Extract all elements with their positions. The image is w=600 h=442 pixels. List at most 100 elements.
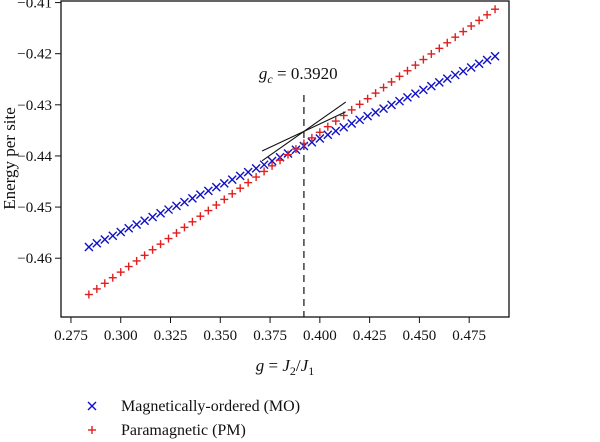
x-tick-label: 0.350 [203, 328, 237, 344]
mo-point [243, 167, 253, 177]
x-tick-label: 0.400 [303, 328, 337, 344]
mo-point [442, 74, 452, 84]
pm-point [156, 240, 165, 249]
mo-point [140, 216, 150, 226]
critical-label: gc = 0.3920 [259, 64, 338, 86]
pm-point [395, 72, 404, 81]
pm-point [268, 161, 277, 170]
mo-point [187, 193, 197, 203]
pm-point [188, 217, 197, 226]
mo-point [315, 134, 325, 144]
mo-point [371, 107, 381, 117]
y-tick-label: −0.44 [17, 149, 52, 165]
pm-point [459, 27, 468, 36]
mo-point [203, 186, 213, 196]
pm-point [100, 279, 109, 288]
legend-item-pm: Paramagnetic (PM) [88, 422, 246, 439]
pm-point [228, 189, 237, 198]
mo-point [450, 70, 460, 80]
pm-point [323, 122, 332, 131]
fit-line [261, 101, 347, 162]
y-tick-label: −0.46 [17, 251, 52, 267]
pm-point [331, 117, 340, 126]
pm-point [299, 139, 308, 148]
mo-point [379, 104, 389, 114]
x-tick-label: 0.450 [403, 328, 437, 344]
mo-point [251, 163, 261, 173]
mo-point [156, 208, 166, 218]
pm-point [260, 167, 269, 176]
legend-marker-x [87, 401, 97, 411]
pm-point [172, 228, 181, 237]
mo-point [259, 160, 269, 170]
y-tick-label: −0.43 [17, 98, 52, 114]
pm-point [212, 200, 221, 209]
pm-point [116, 268, 125, 277]
mo-point [307, 137, 317, 147]
pm-point [140, 251, 149, 260]
mo-point [132, 220, 142, 230]
mo-point [179, 197, 189, 207]
legend-item-mo: Magnetically-ordered (MO) [87, 398, 300, 415]
x-tick-label: 0.475 [452, 328, 486, 344]
mo-point [100, 234, 110, 244]
pm-point [427, 49, 436, 58]
mo-point [219, 178, 229, 188]
mo-point [410, 89, 420, 99]
mo-point [92, 238, 102, 248]
mo-point [490, 51, 500, 61]
mo-point [84, 242, 94, 252]
mo-point [426, 81, 436, 91]
legend-marker-plus [88, 426, 96, 434]
pm-point [196, 212, 205, 221]
pm-point [403, 66, 412, 75]
pm-point [252, 173, 261, 182]
pm-point [315, 128, 324, 137]
pm-point [124, 262, 133, 271]
mo-point [171, 201, 181, 211]
mo-point [195, 190, 205, 200]
x-tick-label: 0.425 [353, 328, 387, 344]
pm-point [371, 89, 380, 98]
y-tick-label: −0.42 [17, 47, 52, 63]
mo-point [402, 92, 412, 102]
pm-point [220, 195, 229, 204]
mo-point [148, 212, 158, 222]
pm-point [236, 184, 245, 193]
x-tick-label: 0.275 [54, 328, 88, 344]
pm-point [148, 245, 157, 254]
mo-point [458, 66, 468, 76]
pm-point [483, 10, 492, 19]
mo-point [387, 100, 397, 110]
mo-point [331, 126, 341, 136]
pm-point [467, 21, 476, 30]
pm-point [379, 83, 388, 92]
y-tick-label: −0.41 [17, 0, 52, 12]
mo-point [418, 85, 428, 95]
pm-point [443, 38, 452, 47]
x-axis-title: g = J2/J1 [256, 356, 314, 378]
pm-point [435, 44, 444, 53]
mo-point [108, 231, 118, 241]
plot-frame [60, 0, 510, 318]
mo-point [116, 227, 126, 237]
x-tick-label: 0.325 [154, 328, 188, 344]
pm-point [283, 150, 292, 159]
mo-point [466, 62, 476, 72]
x-tick-label: 0.375 [253, 328, 287, 344]
mo-point [124, 223, 134, 233]
plot-area: 0.275 0.300 0.325 0.350 0.375 0.400 0.425 0.450… [0, 0, 510, 378]
pm-point [108, 273, 117, 282]
pm-point [204, 206, 213, 215]
pm-point [244, 178, 253, 187]
mo-point [235, 171, 245, 181]
pm-point [475, 16, 484, 25]
pm-point [164, 234, 173, 243]
pm-point [132, 256, 141, 265]
mo-point [211, 182, 221, 192]
mo-point [474, 59, 484, 69]
mo-point [363, 111, 373, 121]
pm-point [92, 284, 101, 293]
mo-point [434, 77, 444, 87]
